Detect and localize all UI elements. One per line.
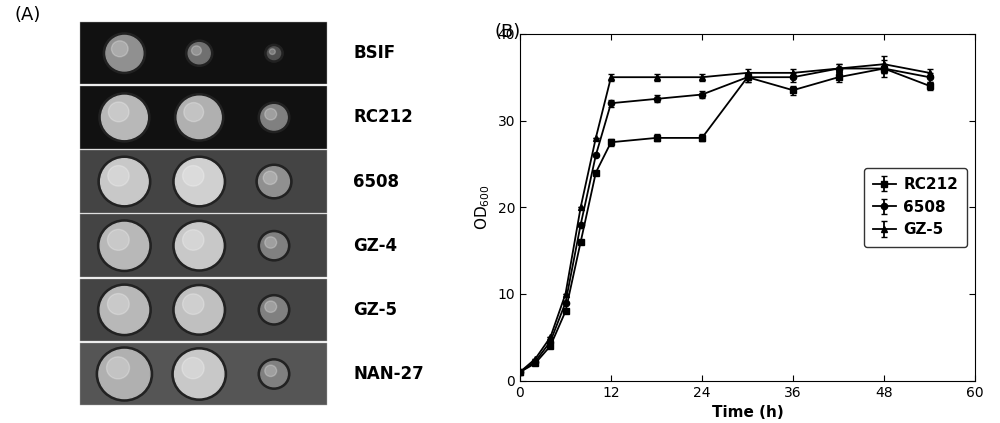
Circle shape — [261, 297, 287, 323]
Circle shape — [261, 105, 287, 130]
Circle shape — [98, 156, 151, 207]
Circle shape — [100, 287, 149, 333]
Circle shape — [173, 220, 226, 271]
Circle shape — [256, 164, 292, 199]
Circle shape — [263, 171, 277, 184]
Circle shape — [265, 109, 277, 120]
Circle shape — [173, 285, 226, 335]
Circle shape — [265, 44, 283, 62]
Circle shape — [100, 222, 149, 269]
Circle shape — [102, 96, 147, 140]
Circle shape — [265, 365, 277, 376]
Bar — [80, 86, 327, 148]
Circle shape — [186, 40, 213, 66]
Text: GZ-5: GZ-5 — [353, 301, 397, 319]
Circle shape — [172, 348, 226, 400]
Circle shape — [183, 294, 204, 314]
Legend: RC212, 6508, GZ-5: RC212, 6508, GZ-5 — [864, 168, 967, 247]
Circle shape — [96, 347, 153, 401]
Circle shape — [108, 165, 129, 186]
Text: GZ-4: GZ-4 — [353, 237, 397, 255]
Text: BSIF: BSIF — [353, 44, 395, 62]
Circle shape — [175, 350, 224, 398]
Circle shape — [184, 103, 204, 122]
Text: NAN-27: NAN-27 — [353, 365, 424, 383]
Circle shape — [261, 233, 287, 258]
Circle shape — [258, 231, 290, 261]
Circle shape — [98, 220, 151, 272]
Circle shape — [258, 102, 290, 133]
Circle shape — [106, 36, 143, 71]
Circle shape — [183, 230, 204, 250]
Circle shape — [98, 284, 151, 336]
Circle shape — [175, 94, 224, 141]
Circle shape — [182, 357, 204, 379]
Bar — [80, 150, 327, 213]
Bar — [80, 279, 327, 341]
Circle shape — [267, 47, 281, 60]
Circle shape — [173, 156, 226, 207]
Text: RC212: RC212 — [353, 108, 413, 126]
Circle shape — [177, 96, 221, 139]
Circle shape — [269, 49, 275, 55]
Bar — [80, 343, 327, 405]
Circle shape — [111, 41, 128, 57]
Circle shape — [99, 93, 150, 142]
Circle shape — [183, 165, 204, 186]
Y-axis label: OD$_{600}$: OD$_{600}$ — [473, 184, 492, 230]
X-axis label: Time (h): Time (h) — [712, 405, 783, 420]
Circle shape — [265, 237, 277, 248]
Circle shape — [103, 33, 146, 74]
Text: 6508: 6508 — [353, 173, 399, 190]
Circle shape — [188, 43, 210, 64]
Circle shape — [261, 361, 287, 387]
Circle shape — [107, 294, 129, 315]
Circle shape — [258, 359, 290, 389]
Bar — [80, 22, 327, 85]
Circle shape — [107, 357, 130, 379]
Circle shape — [259, 167, 289, 196]
Text: (B): (B) — [495, 23, 521, 41]
Circle shape — [107, 229, 129, 250]
Circle shape — [99, 349, 150, 398]
Circle shape — [175, 287, 223, 332]
Bar — [80, 214, 327, 277]
Circle shape — [265, 301, 277, 312]
Circle shape — [175, 223, 223, 269]
Circle shape — [175, 159, 223, 204]
Circle shape — [108, 102, 129, 122]
Text: (A): (A) — [14, 6, 41, 25]
Circle shape — [192, 46, 201, 55]
Circle shape — [101, 159, 148, 204]
Circle shape — [258, 294, 290, 325]
